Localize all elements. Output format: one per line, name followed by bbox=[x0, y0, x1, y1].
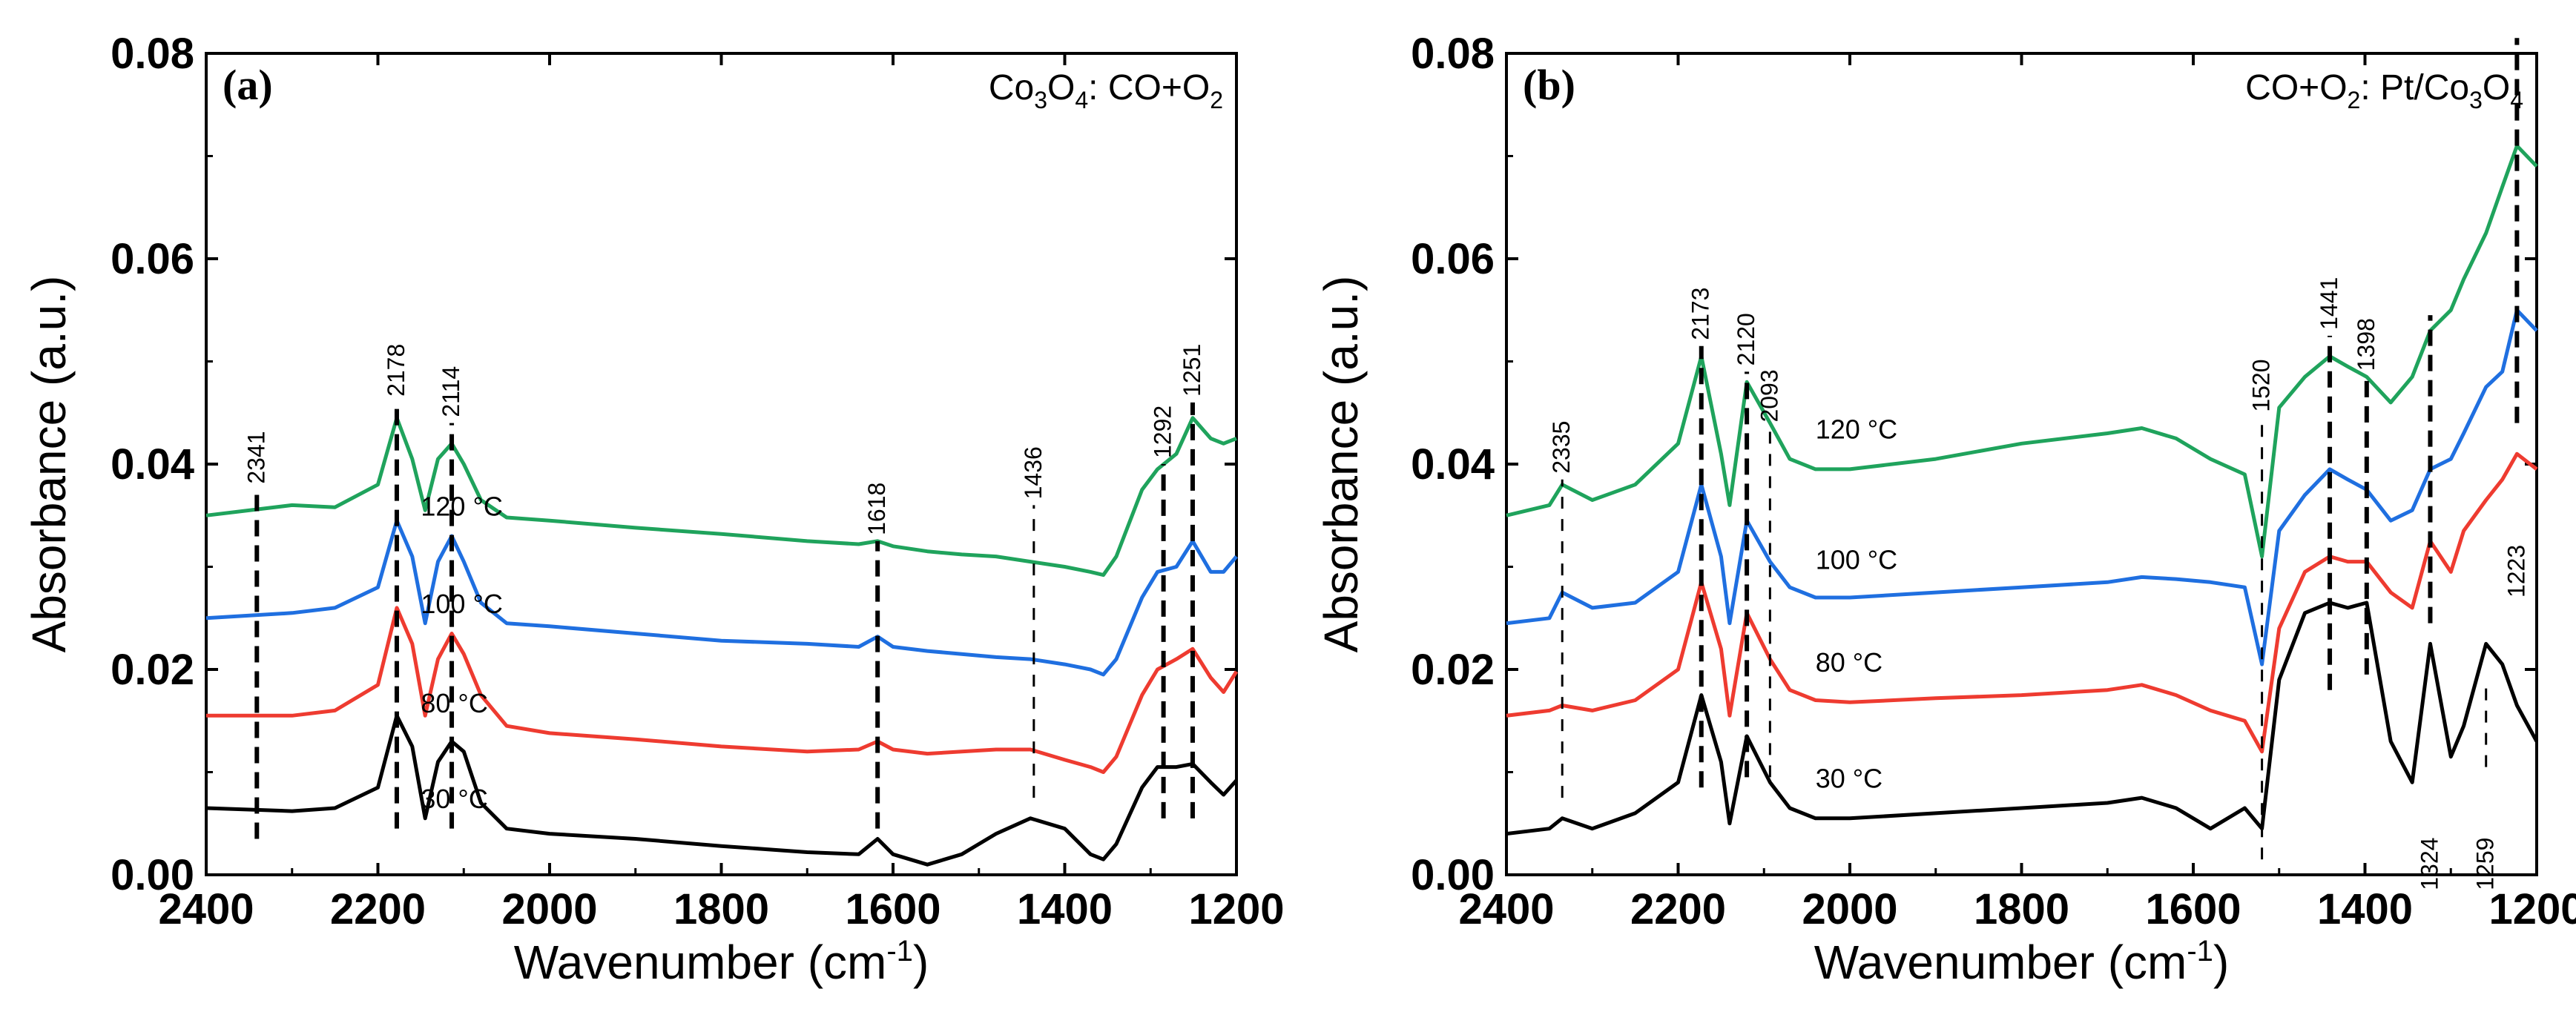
panel-a-temperature-label: 100 °C bbox=[421, 589, 502, 619]
panel-a-y-tick-label: 0.00 bbox=[111, 851, 194, 899]
panel-a-series-line-2 bbox=[205, 518, 1238, 677]
panel-a-peak-label-1618: 1618 bbox=[863, 483, 890, 535]
panel-b-x-tick-label: 1800 bbox=[1974, 885, 2069, 933]
panel-a-peak-label-2114: 2114 bbox=[438, 366, 464, 417]
panel-a-x-tick-label: 2400 bbox=[158, 885, 254, 933]
panel-a-series-line-3 bbox=[205, 416, 1237, 578]
panel-a-peak-label-1436: 1436 bbox=[1020, 446, 1047, 499]
panel-b-peak-label-2120: 2120 bbox=[1733, 313, 1759, 365]
panel-a-y-tick-label: 0.04 bbox=[111, 440, 194, 489]
panel-b-series-line-3 bbox=[1506, 144, 2538, 559]
panel-a-x-axis-title: Wavenumber (cm-1) bbox=[514, 935, 929, 989]
panel-a-y-tick-label: 0.06 bbox=[111, 235, 194, 283]
panel-b-panel-tag: (b) bbox=[1523, 61, 1575, 109]
panel-b-series-line-0 bbox=[1506, 601, 2539, 836]
panel-a-y-axis-title: Absorbance (a.u.) bbox=[22, 276, 76, 653]
panel-b-x-axis-title: Wavenumber (cm-1) bbox=[1814, 935, 2230, 989]
panel-b-y-tick-label: 0.02 bbox=[1411, 646, 1495, 694]
panel-b-y-tick-label: 0.06 bbox=[1411, 235, 1495, 283]
panel-b-y-tick-label: 0.04 bbox=[1411, 440, 1495, 489]
panel-a-x-tick-label: 1800 bbox=[673, 885, 769, 933]
panel-a-temperature-label: 30 °C bbox=[421, 784, 487, 814]
panel-a-x-tick-label: 1400 bbox=[1017, 885, 1113, 933]
panel-b-temperature-label: 120 °C bbox=[1816, 414, 1897, 444]
panel-a-series-line-0 bbox=[205, 713, 1238, 867]
panel-a-y-tick-label: 0.02 bbox=[111, 646, 194, 694]
panel-b-peak-label-1520: 1520 bbox=[2248, 359, 2275, 411]
panel-a-x-tick-label: 1200 bbox=[1188, 885, 1284, 933]
panel-b-y-tick-label: 0.00 bbox=[1411, 851, 1495, 899]
panel-b-x-tick-label: 2200 bbox=[1630, 885, 1726, 933]
panel-b-y-axis-title: Absorbance (a.u.) bbox=[1314, 276, 1368, 653]
panel-b-panel-title: CO+O2: Pt/Co3O4 bbox=[2245, 68, 2523, 113]
panel-b: 2400 2200 2000 1800 1600 1400 1200 0.00 0.02 0.04… bbox=[1314, 30, 2576, 989]
panel-a-x-tick-label: 2000 bbox=[501, 885, 597, 933]
panel-a-x-tick-label: 1600 bbox=[845, 885, 941, 933]
panel-a-temperature-label: 120 °C bbox=[421, 491, 502, 521]
panel-a-peak-label-2341: 2341 bbox=[243, 431, 269, 483]
panel-b-series-line-2 bbox=[1506, 308, 2538, 666]
panel-b-peak-label-1223: 1223 bbox=[2503, 545, 2529, 598]
panel-a-peak-label-1292: 1292 bbox=[1150, 406, 1176, 458]
panel-b-x-tick-label: 1200 bbox=[2488, 885, 2576, 933]
panel-b-peak-label-2093: 2093 bbox=[1756, 369, 1782, 422]
panel-b-x-tick-label: 2000 bbox=[1802, 885, 1897, 933]
panel-b-temperature-label: 30 °C bbox=[1816, 763, 1882, 793]
panel-a-series-line-1 bbox=[206, 606, 1239, 774]
panel-b-x-tick-label: 1600 bbox=[2145, 885, 2241, 933]
panel-a-panel-tag: (a) bbox=[223, 61, 273, 109]
panel-b-temperature-label: 100 °C bbox=[1816, 544, 1897, 575]
panel-b-peak-label-2173: 2173 bbox=[1687, 288, 1714, 340]
panel-b-peak-label-1259: 1259 bbox=[2472, 838, 2499, 890]
panel-a-peak-label-1251: 1251 bbox=[1179, 344, 1205, 397]
panel-a-panel-title: Co3O4: CO+O2 bbox=[989, 68, 1223, 113]
panel-a-peak-label-2178: 2178 bbox=[383, 344, 409, 397]
panel-b-peak-label-2335: 2335 bbox=[1548, 421, 1575, 474]
panel-b-y-tick-label: 0.08 bbox=[1411, 30, 1495, 78]
panel-b-x-tick-label: 2400 bbox=[1458, 885, 1554, 933]
panel-a-x-tick-label: 2200 bbox=[330, 885, 426, 933]
panel-b-peak-label-1324: 1324 bbox=[2416, 838, 2442, 890]
panel-b-peak-label-1441: 1441 bbox=[2316, 277, 2342, 330]
panel-a-temperature-label: 80 °C bbox=[421, 688, 487, 718]
panel-b-temperature-label: 80 °C bbox=[1816, 647, 1882, 678]
panel-a: 2400 2200 2000 1800 1600 1400 1200 0.00 0.02 0.04… bbox=[22, 30, 1285, 989]
panel-b-x-tick-label: 1400 bbox=[2317, 885, 2413, 933]
panel-a-y-tick-label: 0.08 bbox=[111, 30, 194, 78]
panel-b-series-line-1 bbox=[1506, 451, 2538, 754]
panel-b-peak-label-1398: 1398 bbox=[2353, 318, 2379, 371]
